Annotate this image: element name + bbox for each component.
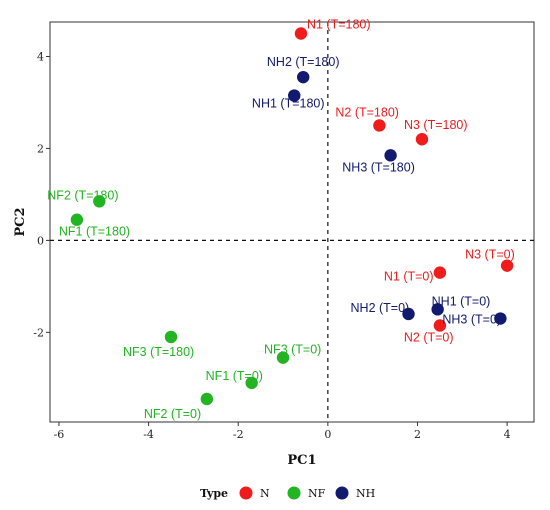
x-tick-label: -4 xyxy=(143,428,154,441)
point-nf3-t-0 xyxy=(276,351,290,364)
point-n2-t-180 xyxy=(373,119,386,132)
reference-lines xyxy=(50,22,534,422)
x-tick-label: 0 xyxy=(324,428,331,441)
legend: Type N NF NH xyxy=(200,486,375,500)
label-nf1-t-0: NF1 (T=0) xyxy=(206,369,263,383)
x-tick-label: 4 xyxy=(504,428,511,441)
x-axis-title: PC1 xyxy=(287,453,316,468)
y-axis-title: PC2 xyxy=(13,207,28,236)
y-tick-label: 2 xyxy=(37,142,44,155)
legend-swatch-nh xyxy=(335,486,349,500)
label-n2-t-180: N2 (T=180) xyxy=(335,105,399,119)
label-nh1-t-180: NH1 (T=180) xyxy=(252,97,325,111)
data-points xyxy=(70,27,514,406)
y-tick-label: 4 xyxy=(37,50,44,63)
legend-swatch-nf xyxy=(287,486,301,500)
point-labels: N1 (T=180) N2 (T=180) N3 (T=180) N1 (T=0) N2… xyxy=(47,17,514,421)
x-tick-label: -2 xyxy=(233,428,244,441)
label-nf3-t-0: NF3 (T=0) xyxy=(264,343,321,357)
label-nh1-t-0: NH1 (T=0) xyxy=(432,294,491,308)
label-nh2-t-180: NH2 (T=180) xyxy=(267,55,340,69)
label-nf1-t-180: NF1 (T=180) xyxy=(59,225,130,239)
point-nf1-t-180 xyxy=(70,213,84,226)
label-n3-t-180: N3 (T=180) xyxy=(404,118,468,132)
point-nf2-t-180 xyxy=(93,195,106,208)
point-nh1-t-0 xyxy=(431,303,444,316)
label-nf2-t-180: NF2 (T=180) xyxy=(47,188,118,202)
legend-swatch-n xyxy=(239,486,253,500)
x-axis-ticks: -6 -4 -2 0 2 4 xyxy=(54,422,511,441)
label-nh2-t-0: NH2 (T=0) xyxy=(351,301,410,315)
point-nf2-t-0 xyxy=(200,392,214,406)
point-n3-t-0 xyxy=(500,259,514,272)
label-n1-t-0: N1 (T=0) xyxy=(384,270,434,284)
label-nf2-t-0: NF2 (T=0) xyxy=(144,407,201,421)
legend-label-nh: NH xyxy=(356,487,375,500)
point-nh2-t-0 xyxy=(402,307,415,321)
legend-title: Type xyxy=(200,487,228,500)
y-tick-label: 0 xyxy=(37,234,44,247)
point-nf3-t-180 xyxy=(164,330,178,344)
point-nh2-t-180 xyxy=(297,70,310,84)
plot-frame xyxy=(49,21,535,423)
x-tick-label: 2 xyxy=(414,428,421,441)
label-nh3-t-180: NH3 (T=180) xyxy=(342,160,415,174)
point-nh1-t-180 xyxy=(288,89,301,102)
point-n3-t-180 xyxy=(415,133,429,146)
y-tick-label: -2 xyxy=(33,326,44,339)
label-n1-t-180: N1 (T=180) xyxy=(307,17,371,31)
label-n2-t-0: N2 (T=0) xyxy=(404,330,454,344)
y-axis-ticks: -2 0 2 4 xyxy=(33,50,50,339)
label-n3-t-0: N3 (T=0) xyxy=(465,248,515,262)
point-n1-t-180 xyxy=(294,27,308,40)
label-nf3-t-180: NF3 (T=180) xyxy=(123,345,194,359)
point-n1-t-0 xyxy=(433,266,447,279)
x-tick-label: -6 xyxy=(54,428,65,441)
point-nh3-t-180 xyxy=(384,149,397,162)
point-nh3-t-0 xyxy=(494,312,507,325)
point-nf1-t-0 xyxy=(245,376,258,390)
point-n2-t-0 xyxy=(433,319,447,332)
label-nh3-t-0: NH3 (T=0) xyxy=(442,313,501,327)
legend-label-nf: NF xyxy=(308,487,326,500)
legend-label-n: N xyxy=(260,487,270,500)
